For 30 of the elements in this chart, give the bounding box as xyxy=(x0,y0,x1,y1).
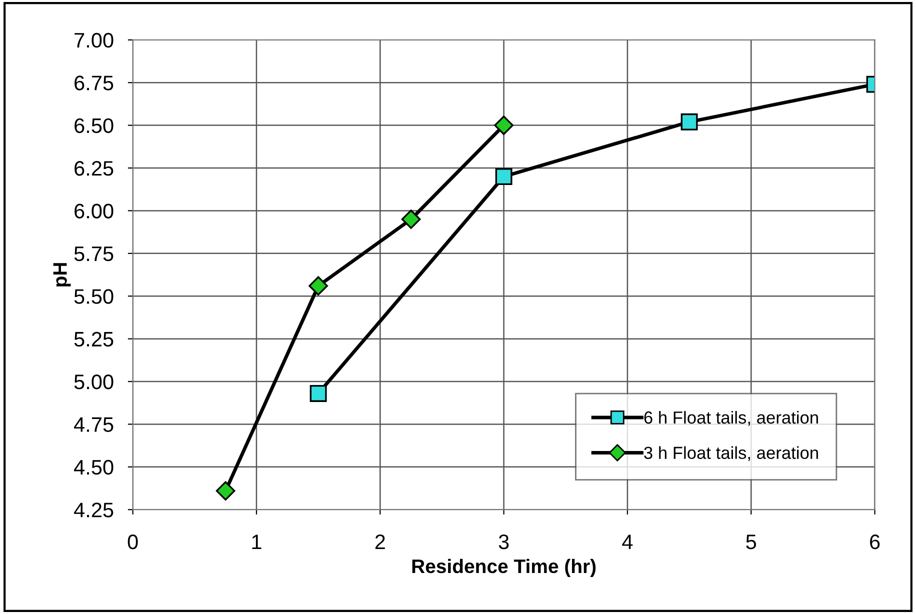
point xyxy=(308,276,328,296)
y-tick-label: 5.50 xyxy=(74,289,114,304)
point xyxy=(495,168,512,186)
point xyxy=(494,116,514,135)
legend-label: 6 h Float tails, aeration xyxy=(644,410,818,426)
y-tick-label: 4.25 xyxy=(74,502,114,518)
y-tick-label: 6.75 xyxy=(74,76,114,90)
y-tick-label: 6.00 xyxy=(74,204,114,218)
x-tick-label: 6 xyxy=(870,534,880,550)
x-tick-label: 3 xyxy=(498,534,509,550)
legend-label: 3 h Float tails, aeration xyxy=(644,446,818,462)
y-axis-title: pH xyxy=(53,263,71,286)
y-tick-label: 5.25 xyxy=(74,332,114,347)
x-tick-label: 0 xyxy=(128,534,138,550)
point xyxy=(216,481,236,501)
y-tick-label: 6.25 xyxy=(74,161,114,176)
point xyxy=(401,210,421,229)
y-tick-label: 4.50 xyxy=(74,460,114,475)
y-tick-label: 6.50 xyxy=(74,118,114,134)
point xyxy=(310,385,327,402)
x-tick-label: 5 xyxy=(746,534,756,550)
x-tick-label: 4 xyxy=(622,534,633,550)
y-tick-label: 5.00 xyxy=(74,374,114,390)
y-tick-label: 7.00 xyxy=(74,32,114,48)
y-tick-label: 4.75 xyxy=(74,417,114,432)
x-tick-label: 2 xyxy=(375,534,385,550)
x-tick-label: 1 xyxy=(252,534,262,550)
y-tick-label: 5.75 xyxy=(74,246,114,262)
x-axis-title: Residence Time (hr) xyxy=(412,558,596,578)
point xyxy=(680,113,698,130)
